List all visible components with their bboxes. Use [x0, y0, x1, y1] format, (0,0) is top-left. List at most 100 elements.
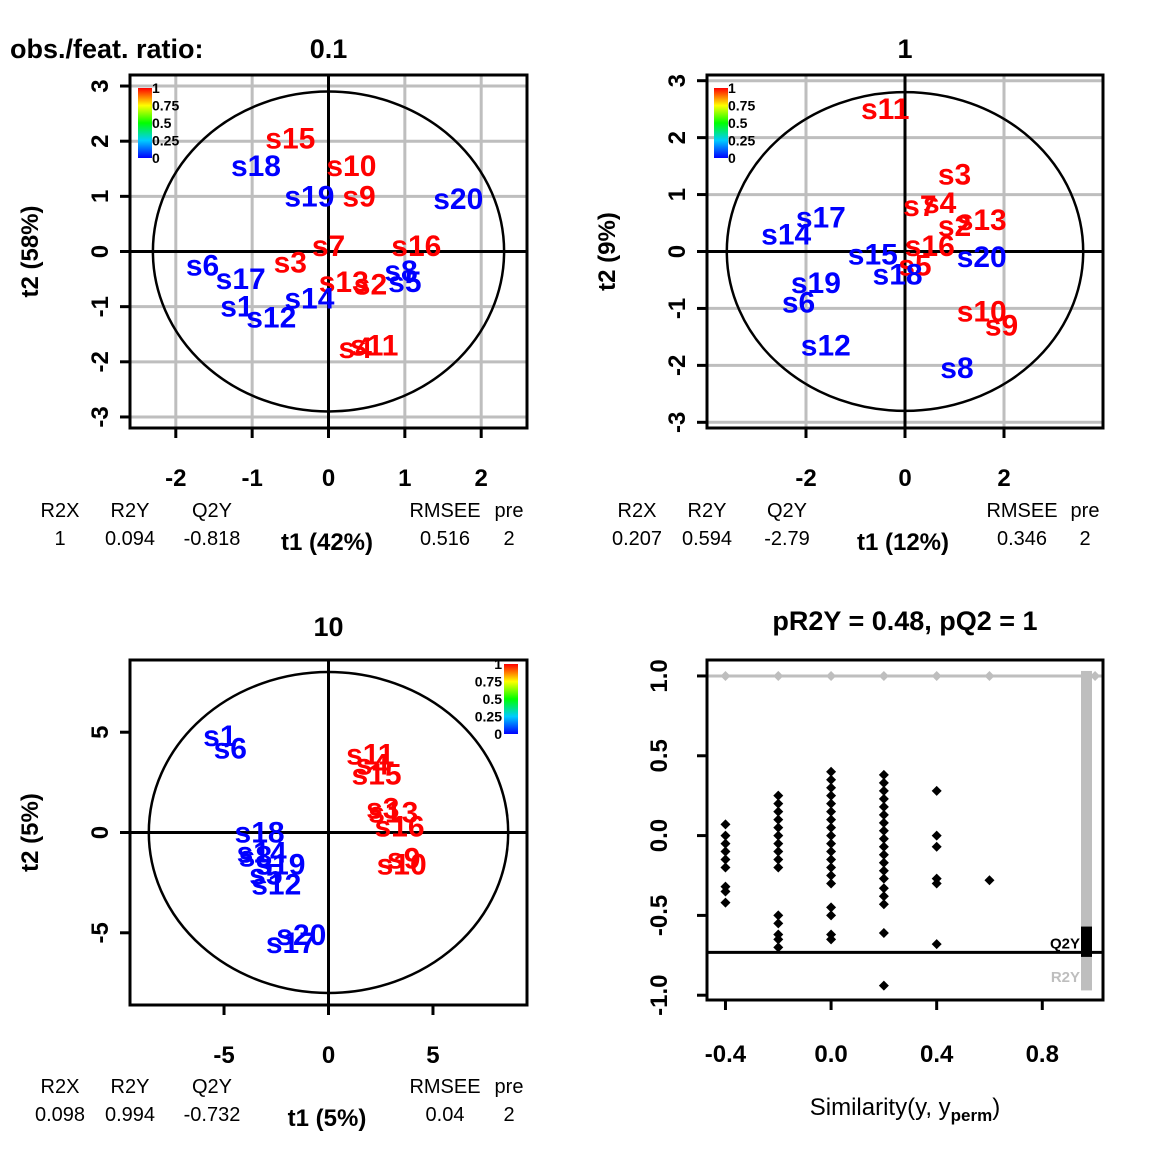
stats-header: RMSEE [986, 500, 1057, 522]
sample-label: s16 [391, 230, 441, 263]
stats-header: R2X [41, 500, 80, 522]
q2y-point [826, 822, 837, 833]
sample-label: s9 [342, 180, 375, 213]
sample-label: s5 [249, 859, 282, 892]
legend-q2y: Q2Y [1050, 936, 1080, 953]
x-axis-label: t1 (12%) [857, 529, 949, 556]
sample-label: s20 [957, 241, 1007, 274]
x-tick-label: 0 [322, 465, 335, 492]
q2y-point [878, 769, 889, 780]
x-tick-label: 0.0 [814, 1041, 847, 1068]
q2y-point [826, 902, 837, 913]
sample-label: s3 [938, 159, 971, 192]
x-axis-label-close: ) [992, 1094, 1000, 1121]
q2y-point [720, 846, 731, 857]
stats-header: pre [495, 500, 524, 522]
sample-label: s4 [356, 748, 390, 781]
q2y-point [773, 798, 784, 809]
sample-label: s2 [938, 210, 971, 243]
q2y-point [878, 833, 889, 844]
y-tick-label: 1.0 [646, 659, 673, 692]
r2y-point [878, 670, 889, 681]
sample-label: s5 [388, 266, 421, 299]
x-tick-label: 2 [475, 465, 488, 492]
sample-label: s15 [352, 758, 402, 791]
x-axis-label: t1 (5%) [288, 1105, 367, 1132]
sample-label: s19 [284, 180, 334, 213]
q2y-point [826, 838, 837, 849]
stats-value: 2 [503, 1104, 514, 1126]
stats-value: -2.79 [764, 528, 810, 550]
colorbar-tick-label: 0.25 [152, 133, 179, 149]
q2y-point [826, 766, 837, 777]
sample-label: s12 [251, 869, 301, 902]
sample-label: s14 [284, 282, 334, 315]
sample-label: s7 [312, 230, 345, 263]
sample-label: s3 [366, 792, 399, 825]
q2y-point [931, 878, 942, 889]
q2y-point [773, 806, 784, 817]
q2y-point [720, 838, 731, 849]
stats-header: R2Y [111, 1076, 150, 1098]
colorbar-tick-label: 1 [728, 80, 736, 96]
q2y-point [773, 846, 784, 857]
colorbar-tick-label: 0.5 [152, 115, 172, 131]
q2y-point [878, 891, 889, 902]
x-tick-label: -2 [165, 465, 186, 492]
sample-label: s10 [326, 150, 376, 183]
q2y-point [826, 878, 837, 889]
q2y-point [773, 838, 784, 849]
colorbar-tick-label: 0 [728, 150, 736, 166]
colorbar-tick-label: 0 [494, 726, 502, 742]
q2y-point [878, 785, 889, 796]
sample-label: s20 [433, 183, 483, 216]
q2y-point [773, 814, 784, 825]
y-tick-label: 1 [664, 188, 691, 201]
sample-label: s13 [368, 796, 418, 829]
colorbar-tick-label: 0 [152, 150, 160, 166]
sample-label: s13 [319, 266, 369, 299]
colorbar-tick-label: 0.75 [475, 674, 502, 690]
q2y-point [878, 873, 889, 884]
confidence-ellipse [725, 90, 1085, 413]
q2y-point [720, 897, 731, 908]
q2y-point [826, 814, 837, 825]
q2y-point [878, 865, 889, 876]
q2y-point [773, 862, 784, 873]
y-tick-label: 0 [87, 245, 114, 258]
q2y-point [720, 819, 731, 830]
x-tick-label: -2 [795, 465, 816, 492]
q2y-point [720, 830, 731, 841]
q2y-point [826, 846, 837, 857]
sample-label: s8 [384, 255, 417, 288]
sample-label: s15 [265, 122, 315, 155]
q2y-point [878, 849, 889, 860]
sample-label: s6 [214, 732, 247, 765]
sample-label: s12 [246, 302, 296, 335]
sample-label: s1 [220, 291, 253, 324]
colorbar-tick-label: 0.75 [152, 98, 179, 114]
y-tick-label: -1 [664, 298, 691, 319]
sample-label: s6 [186, 249, 219, 282]
q2y-point [773, 822, 784, 833]
stats-value: 2 [503, 528, 514, 550]
stats-value: 0.994 [105, 1104, 155, 1126]
q2y-point [878, 857, 889, 868]
y-tick-label: 5 [87, 726, 114, 739]
legend-r2y: R2Y [1051, 969, 1080, 986]
q2y-point [826, 862, 837, 873]
sample-label: s13 [957, 204, 1007, 237]
y-tick-label: 3 [664, 74, 691, 87]
y-axis-label: t2 (5%) [17, 793, 44, 872]
stats-value: -0.818 [184, 528, 241, 550]
sample-label: s1 [203, 720, 236, 753]
x-tick-label: 0.4 [920, 1041, 954, 1068]
y-tick-label: -5 [87, 922, 114, 943]
q2y-point [826, 782, 837, 793]
x-axis-label: t1 (42%) [281, 529, 373, 556]
y-tick-label: -2 [664, 355, 691, 376]
